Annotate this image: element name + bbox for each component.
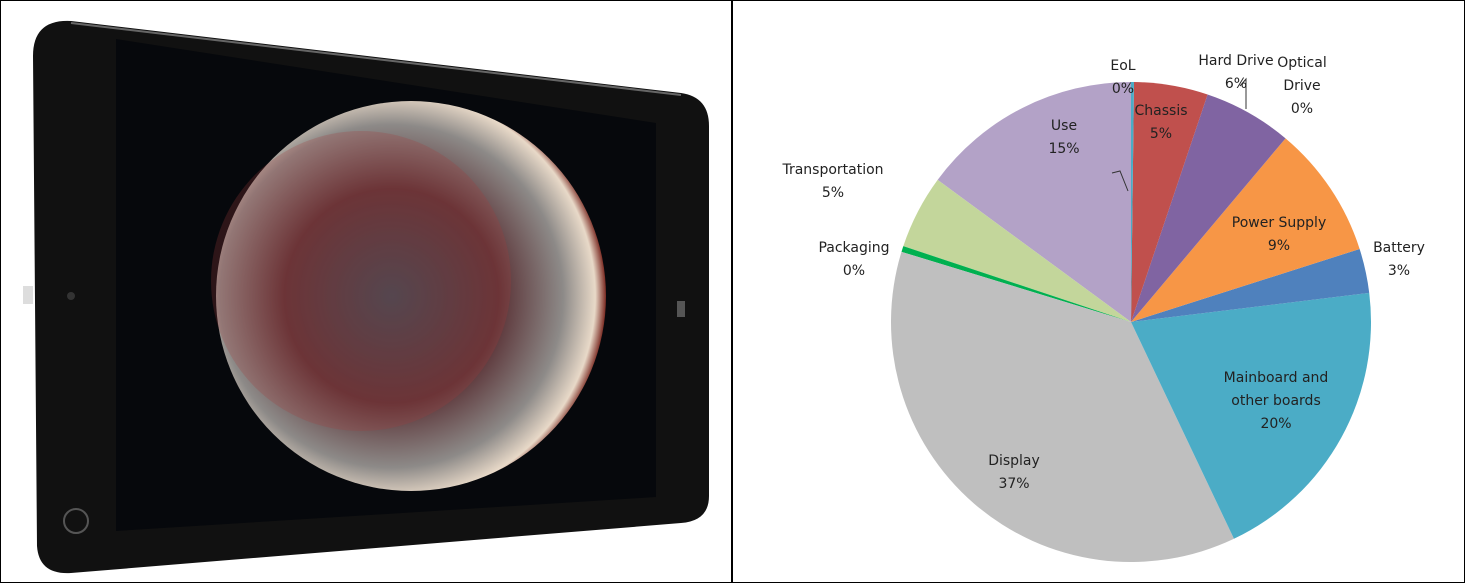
label-value: 6% — [1191, 73, 1281, 96]
label-name: Display — [974, 450, 1054, 473]
label-name: EoL — [1103, 55, 1143, 78]
tablet-photo — [1, 1, 732, 582]
label-value: 9% — [1214, 235, 1344, 258]
label-value: 5% — [768, 182, 898, 205]
label-name: Hard Drive — [1191, 50, 1281, 73]
label-value: 3% — [1364, 260, 1434, 283]
label-name: Transportation — [768, 159, 898, 182]
label-name: Battery — [1364, 237, 1434, 260]
label-name: Power Supply — [1214, 212, 1344, 235]
label-value: 0% — [1272, 98, 1332, 121]
label-name: Optical Drive — [1272, 52, 1332, 98]
label-value: 0% — [809, 260, 899, 283]
label-name: Packaging — [809, 237, 899, 260]
label-value: 0% — [1103, 78, 1143, 101]
label-value: 20% — [1211, 413, 1341, 436]
label-value: 5% — [1121, 123, 1201, 146]
pie-chart — [732, 1, 1464, 582]
label-name: Mainboard and other boards — [1211, 367, 1341, 413]
photo-panel — [0, 0, 733, 583]
label-value: 37% — [974, 473, 1054, 496]
label-name: Chassis — [1121, 100, 1201, 123]
label-name: Use — [1034, 115, 1094, 138]
page: EoL0%Chassis5%Hard Drive6%Optical Drive0… — [0, 0, 1465, 585]
label-value: 15% — [1034, 138, 1094, 161]
